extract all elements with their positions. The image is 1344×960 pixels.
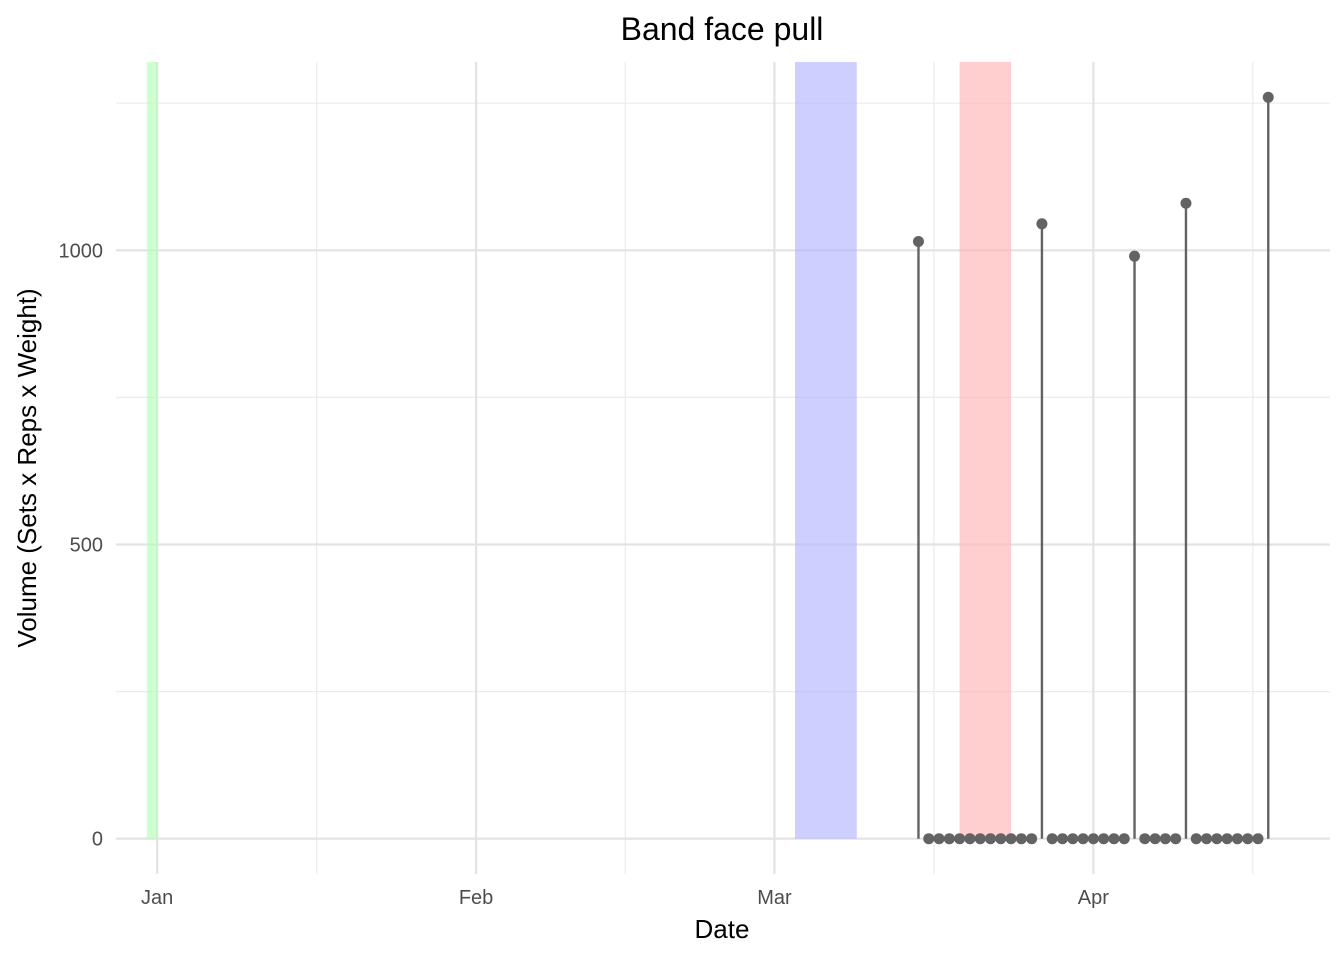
data-point-6 [964, 833, 976, 845]
data-point-4 [943, 833, 955, 845]
data-point-14 [1046, 833, 1058, 845]
data-point-10 [1005, 833, 1017, 845]
data-point-17 [1077, 833, 1089, 845]
data-point-24 [1149, 833, 1161, 845]
data-point-20 [1108, 833, 1120, 845]
data-point-29 [1201, 833, 1213, 845]
data-point-23 [1139, 833, 1151, 845]
data-point-21 [1118, 833, 1130, 845]
data-point-33 [1242, 833, 1254, 845]
x-axis-title: Date [695, 914, 750, 944]
data-point-18 [1087, 833, 1099, 845]
data-point-3 [933, 833, 945, 845]
lollipop-points [912, 91, 1274, 845]
x-tick-label-mar: Mar [757, 887, 792, 909]
shaded-period-3 [959, 62, 1012, 839]
data-point-1 [912, 235, 924, 247]
x-tick-label-feb: Feb [459, 887, 493, 909]
y-tick-label-0: 0 [92, 829, 103, 851]
shaded-periods [146, 62, 1012, 839]
data-point-30 [1211, 833, 1223, 845]
x-axis-ticks: Jan Feb Mar Apr [141, 887, 1109, 909]
y-axis-title: Volume (Sets x Reps x Weight) [12, 288, 42, 647]
data-point-22 [1129, 250, 1141, 262]
data-point-9 [995, 833, 1007, 845]
data-point-28 [1190, 833, 1202, 845]
data-point-32 [1231, 833, 1243, 845]
data-point-35 [1262, 91, 1274, 103]
data-point-16 [1067, 833, 1079, 845]
data-point-25 [1159, 833, 1171, 845]
chart-title: Band face pull [621, 11, 824, 47]
data-point-26 [1170, 833, 1182, 845]
data-point-15 [1057, 833, 1069, 845]
data-point-34 [1252, 833, 1264, 845]
shaded-period-2 [795, 62, 857, 839]
lollipop-stems [917, 97, 1270, 839]
data-point-12 [1026, 833, 1038, 845]
y-tick-label-1000: 1000 [59, 240, 104, 262]
data-point-5 [954, 833, 966, 845]
x-tick-label-jan: Jan [141, 887, 173, 909]
data-point-13 [1036, 218, 1048, 230]
data-point-27 [1180, 197, 1192, 209]
data-point-7 [974, 833, 986, 845]
x-tick-label-apr: Apr [1078, 887, 1109, 909]
data-point-19 [1098, 833, 1110, 845]
y-tick-label-500: 500 [70, 534, 103, 556]
shaded-period-1 [146, 62, 158, 839]
data-point-11 [1015, 833, 1027, 845]
data-point-31 [1221, 833, 1233, 845]
data-point-2 [923, 833, 935, 845]
y-axis-ticks: 0 500 1000 [59, 240, 104, 850]
data-point-8 [984, 833, 996, 845]
